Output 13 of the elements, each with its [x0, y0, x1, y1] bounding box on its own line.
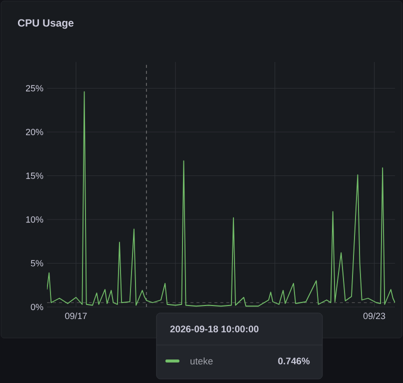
x-tick-label: 09/17: [65, 312, 87, 320]
y-tick-label: 20%: [26, 128, 44, 136]
legend-label: uteke: [190, 358, 213, 364]
x-tick-label: 09/23: [363, 312, 386, 320]
text: 0.746%: [278, 358, 310, 364]
y-tick-label: 10%: [26, 216, 44, 223]
chart-title: CPU Usage: [18, 19, 74, 29]
text: 2026-09-18 10:00:00: [170, 326, 258, 332]
y-tick-label: 25%: [26, 85, 44, 92]
y-tick-label: 5%: [30, 260, 44, 266]
y-tick-label: 15%: [26, 172, 44, 179]
line-series: [47, 91, 396, 307]
y-tick-label: 0%: [30, 304, 44, 310]
